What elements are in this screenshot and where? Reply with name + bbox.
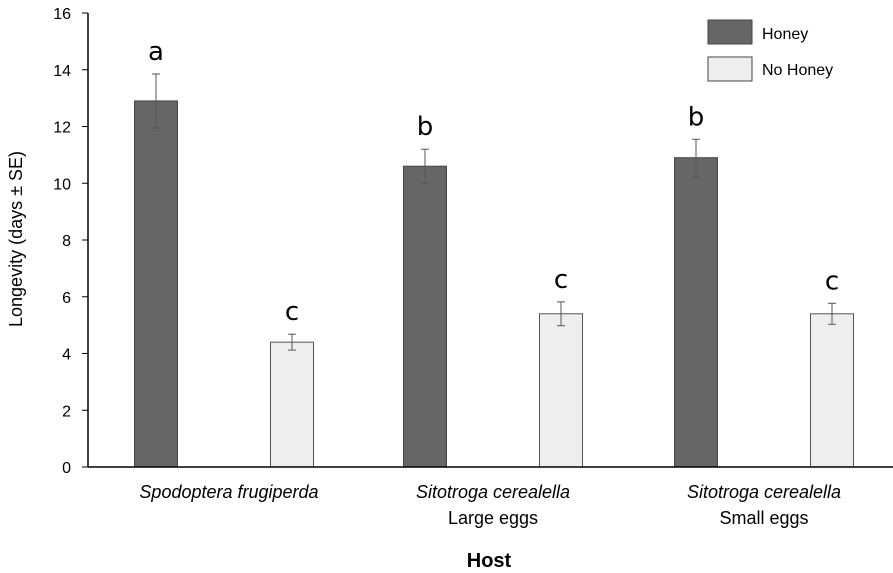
y-tick-label-2: 4 <box>62 347 71 364</box>
legend-label-no-honey: No Honey <box>762 62 833 79</box>
bar-0-0 <box>134 100 178 468</box>
significance-letter-1-0: c <box>285 297 299 327</box>
x-axis-title: Host <box>467 550 512 572</box>
y-tick-label-8: 16 <box>53 6 71 23</box>
legend-swatch-honey <box>707 19 753 45</box>
x-category-label-2-1: Small eggs <box>719 508 808 528</box>
y-tick-label-7: 14 <box>53 63 71 80</box>
significance-letter-0-1: b <box>417 112 434 142</box>
y-tick-label-4: 8 <box>62 233 71 250</box>
significance-letter-1-1: c <box>554 265 568 295</box>
significance-letter-0-0: a <box>148 37 164 67</box>
y-axis-title: Longevity (days ± SE) <box>6 151 26 327</box>
y-tick-label-1: 2 <box>62 403 71 420</box>
y-tick-label-5: 10 <box>53 176 71 193</box>
bar-1-0 <box>270 341 314 468</box>
significance-letter-0-2: b <box>688 102 705 132</box>
labels-layer: a b b c c c 0 2 4 6 8 10 12 14 16 Spodoptera frugiperda… <box>53 6 841 528</box>
y-tick-label-3: 6 <box>62 290 71 307</box>
x-category-label-2-0: Sitotroga cerealella <box>687 482 841 502</box>
x-category-label-0-0: Spodoptera frugiperda <box>139 482 318 502</box>
bar-1-1 <box>539 313 583 468</box>
legend-label-honey: Honey <box>762 26 808 43</box>
bar-1-2 <box>810 313 854 468</box>
y-tick-label-0: 0 <box>62 460 71 477</box>
x-category-label-1-0: Sitotroga cerealella <box>416 482 570 502</box>
bar-0-1 <box>403 165 447 468</box>
x-category-label-1-1: Large eggs <box>448 508 538 528</box>
bars-layer <box>134 73 854 468</box>
legend-swatch-no-honey <box>707 56 753 82</box>
bar-0-2 <box>674 157 718 468</box>
y-tick-label-6: 12 <box>53 120 71 137</box>
significance-letter-1-2: c <box>825 266 839 296</box>
legend: Honey No Honey <box>707 19 833 82</box>
axes-layer <box>82 12 893 468</box>
